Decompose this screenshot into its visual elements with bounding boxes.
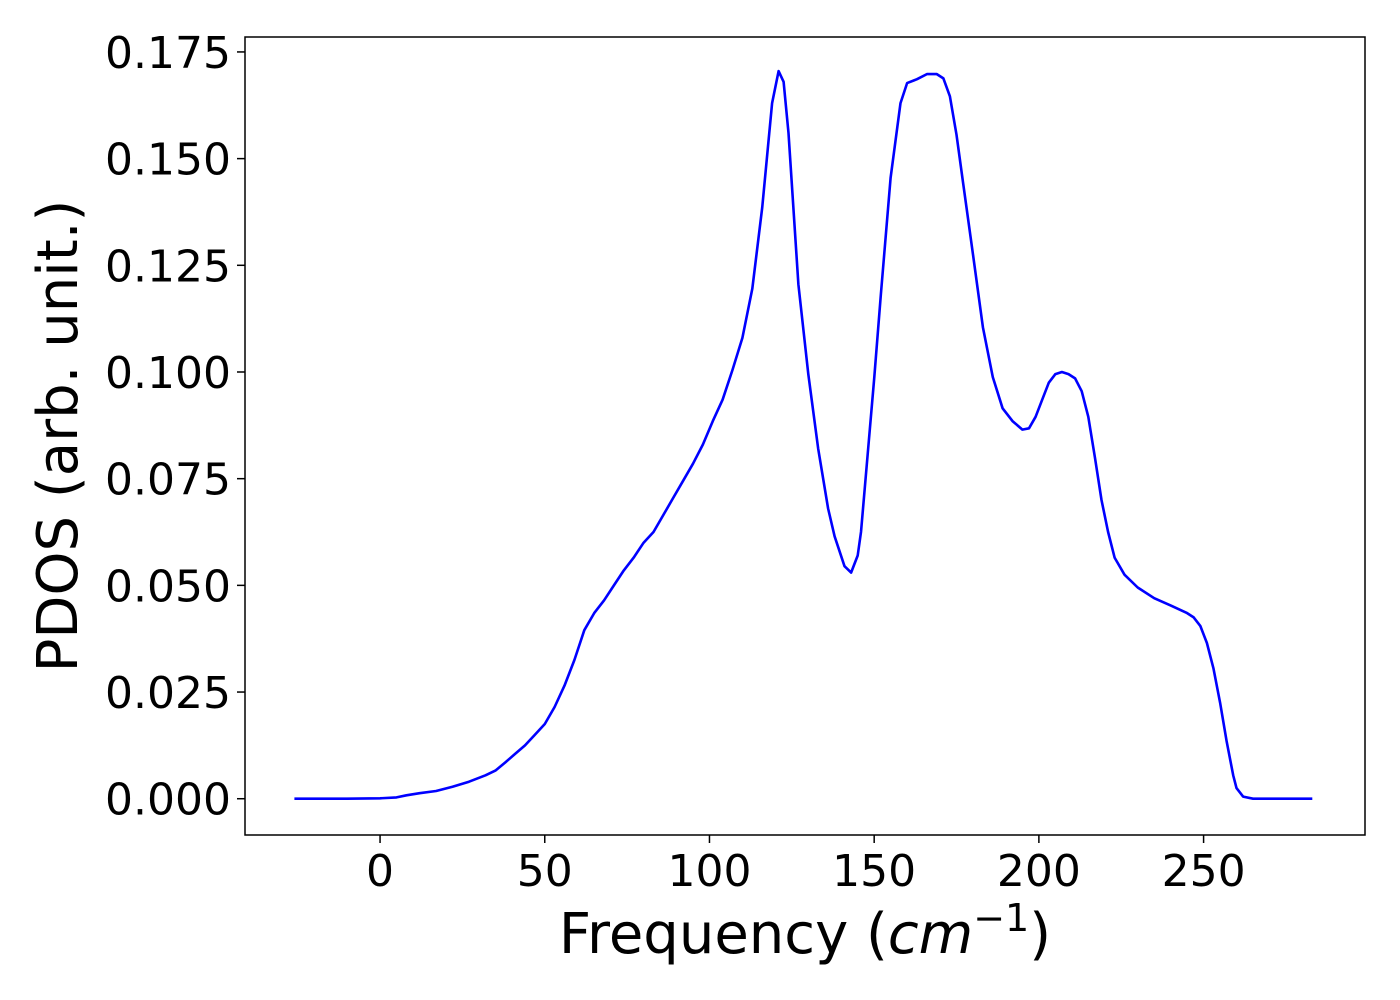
x-axis-label-unit: cm bbox=[888, 902, 973, 967]
x-tick-label: 100 bbox=[667, 846, 751, 897]
y-tick-label: 0.100 bbox=[105, 348, 231, 399]
x-axis-label: Frequency (cm−1) bbox=[559, 896, 1051, 967]
y-axis-label: PDOS (arb. unit.) bbox=[26, 200, 91, 673]
x-tick-label: 250 bbox=[1162, 846, 1246, 897]
y-tick-label: 0.025 bbox=[105, 668, 231, 719]
y-tick-label: 0.050 bbox=[105, 561, 231, 612]
y-tick-label: 0.175 bbox=[105, 28, 231, 79]
x-tick-label: 50 bbox=[517, 846, 573, 897]
y-axis: 0.000 0.025 0.050 0.075 0.100 0.125 0.150 0.175 bbox=[105, 28, 245, 826]
y-tick-label: 0.125 bbox=[105, 241, 231, 292]
x-tick-label: 0 bbox=[366, 846, 394, 897]
x-tick-label: 150 bbox=[832, 846, 916, 897]
x-tick-label: 200 bbox=[997, 846, 1081, 897]
y-tick-label: 0.000 bbox=[105, 775, 231, 826]
pdos-series-line bbox=[294, 69, 1313, 801]
x-axis: 0 50 100 150 200 250 bbox=[366, 835, 1246, 897]
axes-frame bbox=[244, 36, 1366, 836]
plot-area bbox=[294, 69, 1313, 801]
x-axis-label-suffix: ) bbox=[1029, 902, 1051, 967]
y-tick-label: 0.075 bbox=[105, 455, 231, 506]
x-axis-label-exponent: −1 bbox=[973, 896, 1029, 940]
x-axis-label-prefix: Frequency ( bbox=[559, 902, 888, 967]
y-tick-label: 0.150 bbox=[105, 135, 231, 186]
